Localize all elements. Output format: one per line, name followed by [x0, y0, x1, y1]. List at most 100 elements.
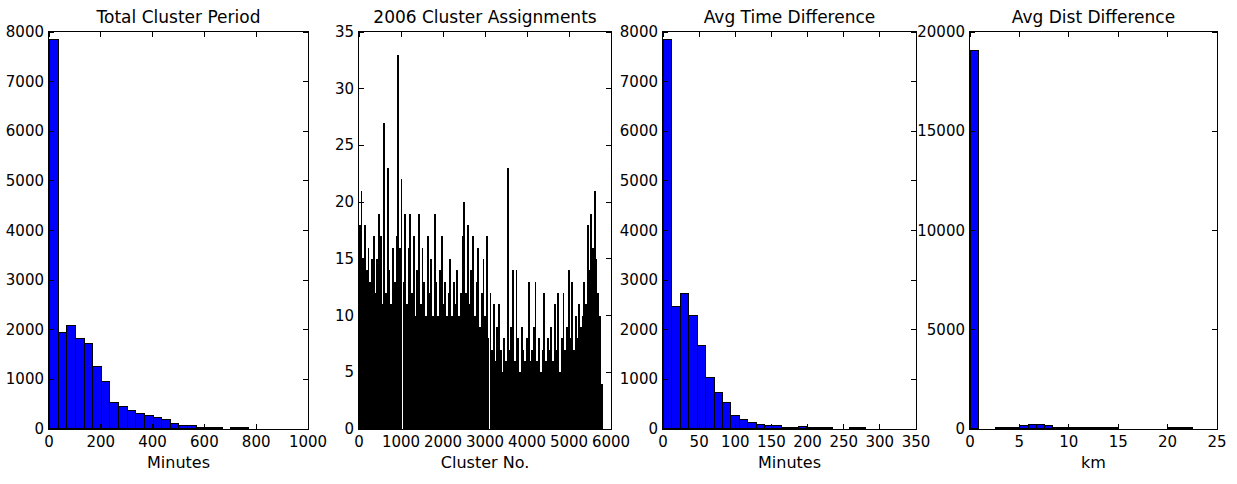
y-tick-mark: [1212, 131, 1217, 132]
y-tick-mark: [970, 329, 975, 330]
y-tick-label: 2000: [608, 321, 658, 339]
y-tick-mark: [49, 280, 54, 281]
y-tick-mark: [663, 230, 668, 231]
y-tick-label: 7000: [608, 73, 658, 91]
plot-area-2006-cluster-assignments: 010002000300040005000600005101520253035: [358, 31, 612, 430]
plot-area-avg-time-difference: 0501001502002503003500100020003000400050…: [662, 31, 917, 430]
y-tick-mark: [663, 329, 668, 330]
x-axis-label-minutes-1: Minutes: [48, 453, 309, 473]
y-tick-label: 3000: [608, 271, 658, 289]
y-tick-label: 8000: [608, 23, 658, 41]
y-tick-mark: [49, 81, 54, 82]
y-tick-mark: [911, 280, 916, 281]
x-tick-mark: [843, 424, 844, 429]
x-tick-mark: [879, 424, 880, 429]
histogram-bar: [857, 427, 866, 429]
y-tick-mark: [303, 280, 308, 281]
x-tick-mark: [771, 32, 772, 37]
x-tick-mark: [771, 424, 772, 429]
plot-area-avg-dist-difference: 051015202505000100001500020000: [969, 31, 1218, 430]
y-tick-label: 10000: [915, 222, 965, 240]
x-tick-mark: [569, 424, 570, 429]
x-tick-mark: [527, 424, 528, 429]
y-tick-mark: [359, 372, 364, 373]
x-tick-mark: [443, 424, 444, 429]
y-tick-mark: [663, 280, 668, 281]
y-tick-label: 6000: [608, 122, 658, 140]
y-tick-mark: [359, 315, 364, 316]
y-tick-label: 4000: [0, 222, 44, 240]
y-tick-label: 0: [0, 420, 44, 438]
y-tick-label: 2000: [0, 321, 44, 339]
y-tick-label: 5000: [915, 321, 965, 339]
x-tick-mark: [1019, 32, 1020, 37]
y-tick-mark: [606, 202, 611, 203]
histogram-bar: [823, 427, 832, 429]
plot-title-total-cluster-period: Total Cluster Period: [48, 6, 309, 28]
x-tick-mark: [204, 424, 205, 429]
y-tick-label: 1000: [0, 370, 44, 388]
y-tick-label: 0: [608, 420, 658, 438]
y-tick-mark: [1212, 429, 1217, 430]
y-tick-mark: [49, 429, 54, 430]
y-tick-mark: [303, 230, 308, 231]
y-tick-mark: [359, 258, 364, 259]
x-tick-mark: [879, 32, 880, 37]
y-tick-label: 5: [304, 363, 354, 381]
x-tick-mark: [1019, 424, 1020, 429]
y-tick-mark: [49, 180, 54, 181]
y-tick-label: 0: [915, 420, 965, 438]
plot-title-avg-time-difference: Avg Time Difference: [662, 6, 917, 28]
y-tick-mark: [663, 429, 668, 430]
y-tick-label: 30: [304, 80, 354, 98]
histogram-bar: [970, 50, 979, 429]
y-tick-mark: [359, 32, 364, 33]
x-tick-mark: [1118, 424, 1119, 429]
x-tick-mark: [485, 424, 486, 429]
figure-histogram-panel: Total Cluster Period 2006 Cluster Assign…: [0, 0, 1237, 484]
y-tick-mark: [606, 145, 611, 146]
cluster-bar: [601, 384, 603, 429]
x-tick-mark: [843, 32, 844, 37]
x-axis-label-minutes-2: Minutes: [662, 453, 917, 473]
x-tick-mark: [256, 424, 257, 429]
x-tick-mark: [443, 32, 444, 37]
y-tick-mark: [663, 81, 668, 82]
y-tick-label: 5000: [608, 172, 658, 190]
y-tick-mark: [663, 180, 668, 181]
y-tick-mark: [606, 315, 611, 316]
y-tick-label: 5000: [0, 172, 44, 190]
x-tick-mark: [152, 424, 153, 429]
x-tick-mark: [49, 32, 50, 37]
y-tick-mark: [911, 81, 916, 82]
y-tick-label: 3000: [0, 271, 44, 289]
y-tick-mark: [1212, 329, 1217, 330]
x-tick-mark: [1068, 424, 1069, 429]
y-tick-mark: [303, 329, 308, 330]
x-tick-mark: [1167, 424, 1168, 429]
y-tick-mark: [49, 379, 54, 380]
x-tick-mark: [100, 32, 101, 37]
x-axis-label-cluster-no: Cluster No.: [358, 453, 612, 473]
y-tick-mark: [1212, 230, 1217, 231]
x-tick-mark: [256, 32, 257, 37]
plot-title-avg-dist-difference: Avg Dist Difference: [969, 6, 1218, 28]
x-axis-label-km: km: [969, 453, 1218, 473]
y-tick-mark: [911, 180, 916, 181]
y-tick-mark: [49, 230, 54, 231]
x-tick-mark: [970, 32, 971, 37]
y-tick-mark: [359, 88, 364, 89]
y-tick-label: 15000: [915, 122, 965, 140]
x-tick-mark: [735, 32, 736, 37]
x-tick-mark: [699, 32, 700, 37]
y-tick-label: 1000: [608, 370, 658, 388]
x-tick-mark: [569, 32, 570, 37]
x-tick-mark: [359, 32, 360, 37]
y-tick-label: 35: [304, 23, 354, 41]
x-tick-mark: [1217, 32, 1218, 37]
y-tick-mark: [49, 131, 54, 132]
y-tick-label: 4000: [608, 222, 658, 240]
x-tick-mark: [485, 32, 486, 37]
x-tick-mark: [100, 424, 101, 429]
plot-title-2006-cluster-assignments: 2006 Cluster Assignments: [358, 6, 612, 28]
